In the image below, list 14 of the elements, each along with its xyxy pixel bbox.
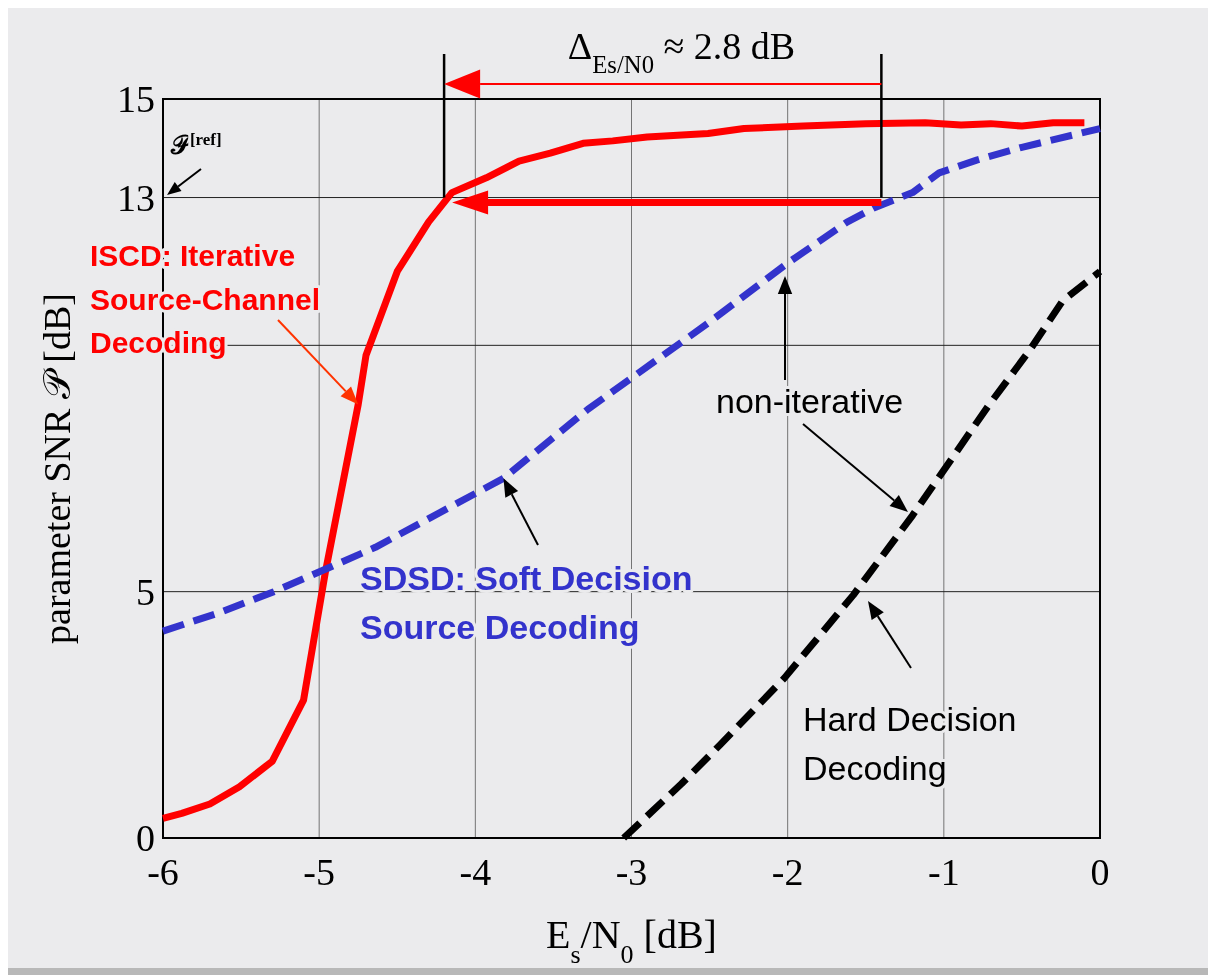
x-tick-label: -1	[928, 851, 960, 893]
y-tick-label: 5	[136, 570, 155, 613]
annotation: non-iterative	[716, 382, 904, 420]
y-tick-label: 15	[117, 78, 155, 120]
x-axis-title: E$_{s}$/N$_{0}$ [dB]	[546, 912, 717, 969]
x-tick-label: -5	[303, 851, 335, 893]
annotation: Hard Decision Decoding	[803, 700, 1017, 788]
x-tick-label: -3	[615, 851, 648, 893]
text: Δ$_{Es/N0}$ ≈ 2.8 dB	[567, 25, 796, 78]
x-tick-label: -2	[771, 851, 804, 893]
y-axis-title: parameter SNR 𝒫 [dB]	[36, 293, 78, 644]
x-tick-label: -4	[459, 851, 492, 893]
y-tick-label: 13	[117, 176, 155, 219]
x-tick-label: 0	[1090, 851, 1110, 893]
